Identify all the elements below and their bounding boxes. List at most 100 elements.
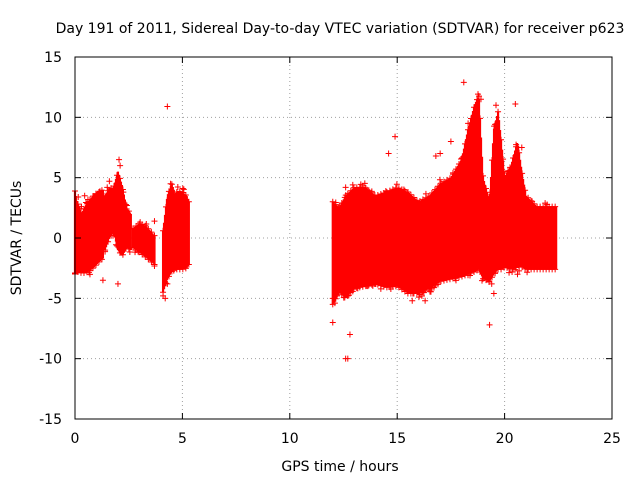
- data-point: [436, 176, 443, 183]
- data-point: [89, 210, 96, 217]
- data-point: [332, 199, 339, 206]
- data-point: [120, 189, 127, 196]
- data-point: [122, 201, 129, 208]
- x-tick-label: 0: [71, 431, 80, 447]
- data-point: [422, 297, 429, 304]
- data-point: [516, 267, 523, 274]
- data-point: [480, 172, 487, 179]
- data-point: [409, 297, 416, 304]
- data-point: [488, 280, 495, 287]
- chart-title: Day 191 of 2011, Sidereal Day-to-day VTE…: [56, 21, 625, 37]
- data-point: [522, 187, 529, 194]
- data-point: [393, 181, 400, 188]
- data-point: [106, 178, 113, 185]
- data-point: [117, 162, 124, 169]
- data-point: [418, 293, 425, 300]
- data-point: [514, 271, 521, 278]
- data-point: [506, 269, 513, 276]
- data-point: [80, 263, 87, 270]
- data-point: [346, 331, 353, 338]
- data-point: [490, 290, 497, 297]
- data-point: [151, 263, 158, 270]
- data-point: [392, 133, 399, 140]
- data-point: [422, 190, 429, 197]
- data-point: [110, 218, 117, 225]
- data-point: [434, 281, 441, 288]
- y-tick-label: -10: [39, 352, 62, 368]
- data-point: [415, 294, 422, 301]
- data-point: [500, 156, 507, 163]
- data-point: [385, 150, 392, 157]
- data-point: [551, 210, 558, 217]
- data-point: [432, 152, 439, 159]
- data-point: [509, 268, 516, 275]
- data-point: [361, 180, 368, 187]
- data-point: [78, 203, 85, 210]
- data-point: [105, 238, 112, 245]
- data-point: [452, 277, 459, 284]
- x-tick-label: 20: [496, 431, 514, 447]
- data-point: [344, 355, 351, 362]
- data-point: [116, 175, 123, 182]
- data-point: [168, 181, 175, 188]
- data-point: [167, 180, 174, 187]
- data-point: [498, 136, 505, 143]
- data-point: [93, 191, 100, 198]
- data-point: [364, 186, 371, 193]
- data-point: [377, 285, 384, 292]
- data-point: [180, 186, 187, 193]
- data-point: [486, 321, 493, 328]
- data-point: [84, 200, 91, 207]
- y-tick-label: 5: [53, 171, 62, 187]
- data-point: [143, 220, 150, 227]
- data-point: [179, 185, 186, 192]
- data-point: [523, 259, 530, 266]
- data-point: [114, 280, 121, 287]
- data-point: [329, 295, 336, 302]
- data-point: [501, 168, 508, 175]
- data-point: [121, 241, 128, 248]
- data-point: [164, 280, 171, 287]
- data-point: [465, 120, 472, 127]
- data-point: [162, 280, 169, 287]
- data-point: [460, 79, 467, 86]
- x-tick-label: 25: [603, 431, 621, 447]
- data-point: [493, 102, 500, 109]
- data-point: [476, 93, 483, 100]
- y-tick-label: -5: [48, 291, 62, 307]
- data-point: [331, 300, 338, 307]
- axis-ticks: 0 5 10 15 20 25 -15 -10 -5 0 5 10 15: [39, 50, 621, 447]
- x-tick-label: 5: [178, 431, 187, 447]
- x-axis-label: GPS time / hours: [281, 459, 398, 475]
- data-point: [329, 319, 336, 326]
- data-point: [174, 183, 181, 190]
- data-point: [427, 288, 434, 295]
- data-point: [495, 108, 502, 115]
- plot-points: [72, 79, 559, 362]
- data-point: [334, 292, 341, 299]
- x-tick-label: 10: [281, 431, 299, 447]
- data-point: [185, 261, 192, 268]
- data-point: [437, 150, 444, 157]
- data-point: [477, 115, 484, 122]
- data-point: [166, 195, 173, 202]
- data-point: [516, 149, 523, 156]
- x-tick-label: 15: [388, 431, 406, 447]
- y-tick-label: 0: [53, 231, 62, 247]
- data-point: [116, 156, 123, 163]
- data-point: [447, 138, 454, 145]
- y-axis-label: SDTVAR / TECUs: [9, 181, 25, 296]
- data-point: [349, 181, 356, 188]
- data-point: [104, 184, 111, 191]
- y-tick-label: 15: [44, 50, 62, 66]
- data-point: [477, 96, 484, 103]
- data-point: [185, 198, 192, 205]
- data-point: [99, 277, 106, 284]
- data-point: [151, 218, 158, 225]
- data-point: [86, 271, 93, 278]
- data-point: [524, 269, 531, 276]
- data-point: [81, 192, 88, 199]
- data-point: [164, 103, 171, 110]
- data-point: [75, 193, 82, 200]
